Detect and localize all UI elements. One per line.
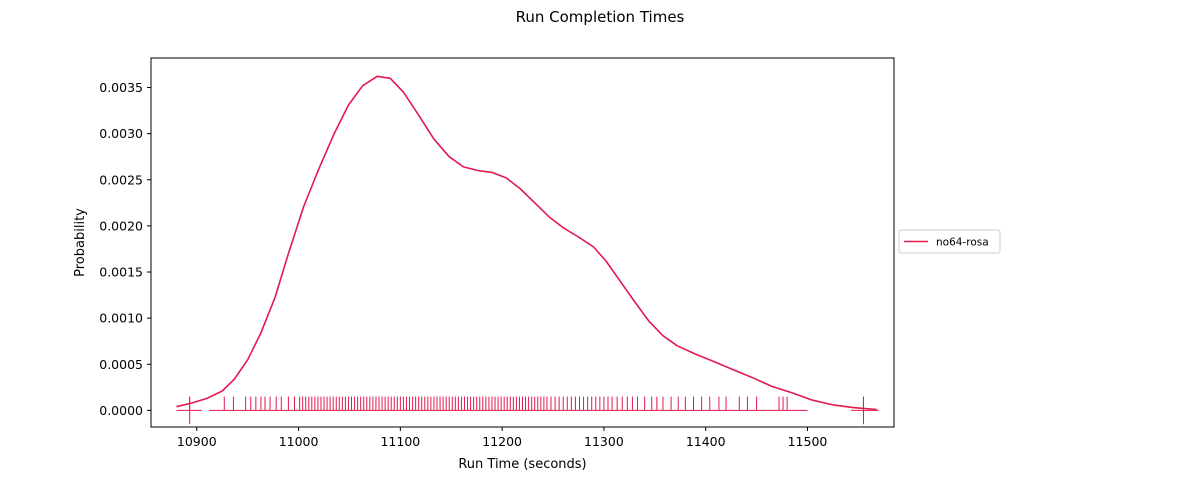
x-tick-label: 11100 [380,434,420,449]
y-tick-label: 0.0020 [99,218,143,233]
chart-title: Run Completion Times [516,8,685,26]
legend-label: no64-rosa [936,237,989,249]
x-axis: 10900 11000 11100 11200 11300 11400 11500 [177,427,827,449]
y-tick-label: 0.0010 [99,311,143,326]
x-tick-label: 11000 [279,434,319,449]
x-tick-label: 10900 [177,434,217,449]
x-tick-label: 11200 [482,434,522,449]
y-tick-label: 0.0015 [99,265,143,280]
y-tick-label: 0.0005 [99,357,143,372]
y-axis-title: Probability [73,208,88,277]
legend: no64-rosa [898,229,1001,254]
y-axis: 0.0000 0.0005 0.0010 0.0015 0.0020 0.0025 0.00… [99,80,151,418]
x-tick-label: 11400 [686,434,726,449]
y-tick-label: 0.0035 [99,80,143,95]
x-axis-title: Run Time (seconds) [458,457,586,472]
plot-frame [150,57,895,428]
legend-box [898,229,1001,254]
y-tick-label: 0.0000 [99,403,143,418]
x-tick-label: 11500 [788,434,828,449]
y-tick-label: 0.0025 [99,172,143,187]
plot-area [176,75,879,425]
y-tick-label: 0.0030 [99,126,143,141]
x-tick-label: 11300 [584,434,624,449]
kde-line [176,75,877,411]
